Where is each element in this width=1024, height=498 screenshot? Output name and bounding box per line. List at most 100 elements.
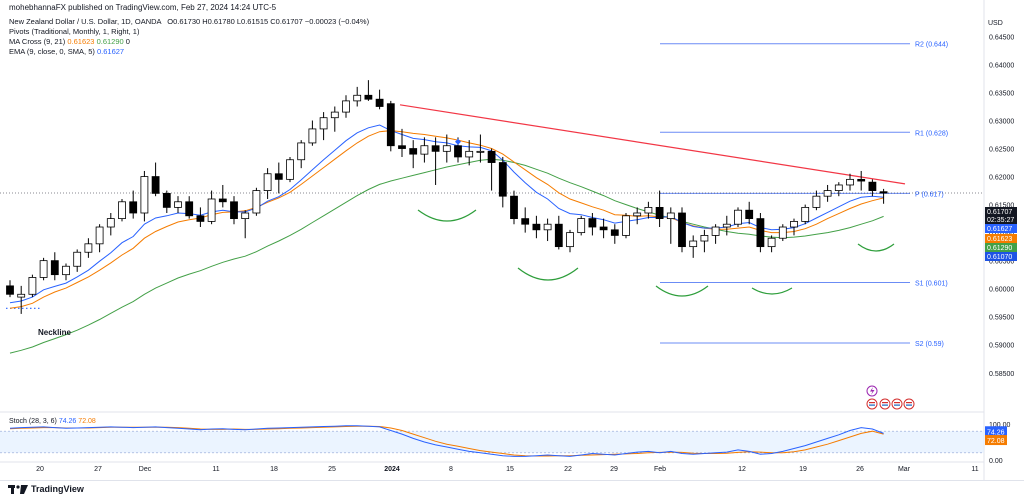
candle xyxy=(286,156,294,183)
stoch-k-value: 74.26 xyxy=(58,418,77,425)
candle-body xyxy=(610,229,619,236)
pattern-arc xyxy=(655,285,709,297)
x-tick-label: 27 xyxy=(94,466,102,473)
candle-body xyxy=(151,176,160,194)
x-tick-label: Feb xyxy=(654,466,666,473)
y-tick-label: 0.60500 xyxy=(989,259,1014,266)
pivot-label: S2 (0.59) xyxy=(915,341,944,348)
candle xyxy=(622,213,630,239)
neckline-label: Neckline xyxy=(38,328,71,337)
tradingview-logo-icon xyxy=(8,485,28,494)
y-tick-label: 0.60000 xyxy=(989,287,1014,294)
pattern-arc xyxy=(857,243,895,252)
candle-body xyxy=(644,206,653,214)
candle xyxy=(6,280,14,298)
candle xyxy=(353,86,362,107)
candle-body xyxy=(386,103,395,147)
y-tick-label: 0.64500 xyxy=(989,34,1014,41)
candle xyxy=(834,182,843,197)
candle-body xyxy=(364,94,373,100)
candle xyxy=(465,140,474,166)
candle xyxy=(39,257,48,281)
pivot-label: R1 (0.628) xyxy=(915,130,948,137)
candle xyxy=(476,134,485,163)
chart-legend: New Zealand Dollar / U.S. Dollar, 1D, OA… xyxy=(9,17,369,57)
candle xyxy=(140,170,149,222)
candle-body xyxy=(498,162,507,197)
candle xyxy=(655,190,664,228)
candle-body xyxy=(442,145,451,152)
x-tick-label: 12 xyxy=(738,466,746,473)
candle xyxy=(566,229,574,253)
candle-body xyxy=(633,212,642,217)
candle xyxy=(84,238,93,258)
stoch-value-badge-text: 74.26 xyxy=(987,429,1005,436)
candle xyxy=(823,184,832,202)
candle-body xyxy=(62,265,70,276)
x-tick-label: 20 xyxy=(36,466,44,473)
candle-body xyxy=(689,240,698,248)
candle-body xyxy=(28,277,37,295)
y-tick-label: 0.63000 xyxy=(989,119,1014,126)
y-tick-label: 0.62500 xyxy=(989,147,1014,154)
publish-info: mohebhannaFX published on TradingView.co… xyxy=(9,3,277,12)
candle xyxy=(252,187,261,216)
x-tick-label: Mar xyxy=(898,466,911,473)
candle xyxy=(543,218,552,242)
x-tick-label: 18 xyxy=(270,466,278,473)
candle-body xyxy=(308,128,317,144)
us-flag-stripe-icon xyxy=(906,404,912,406)
price-badge-text: 0.61290 xyxy=(987,245,1012,252)
candle xyxy=(129,190,138,219)
candle-body xyxy=(353,94,362,102)
candle xyxy=(678,207,686,253)
price-badge-text: 0.61070 xyxy=(987,254,1012,261)
candle xyxy=(386,100,395,152)
stoch-k-line xyxy=(9,425,884,457)
candle-body xyxy=(230,201,238,220)
pivot-label: S1 (0.601) xyxy=(915,281,948,288)
us-flag-stripe-icon xyxy=(869,402,875,404)
x-tick-label: 11 xyxy=(971,466,978,473)
candle xyxy=(17,285,26,314)
candle-body xyxy=(196,215,205,222)
candle xyxy=(50,252,59,281)
candle xyxy=(521,207,530,233)
price-badge xyxy=(985,234,1017,243)
candle xyxy=(73,249,82,272)
candle xyxy=(711,224,720,244)
candle-body xyxy=(846,178,854,186)
candle-body xyxy=(790,221,798,228)
candle xyxy=(420,137,429,163)
candle-body xyxy=(39,260,48,278)
candle-body xyxy=(767,237,776,248)
lightning-bolt-icon xyxy=(870,387,875,395)
candle-body xyxy=(599,226,608,231)
candle xyxy=(532,215,541,239)
us-flag-stripe-icon xyxy=(906,402,912,404)
ma-cross-extra-value: 0 xyxy=(125,37,130,46)
candle xyxy=(185,196,194,219)
candle-body xyxy=(655,206,664,220)
candle-body xyxy=(398,145,406,149)
candle xyxy=(487,148,496,191)
x-tick-label: 26 xyxy=(856,466,864,473)
candle xyxy=(588,213,597,236)
candle xyxy=(689,235,698,258)
candle xyxy=(398,128,406,157)
stoch-d-value: 72.08 xyxy=(78,418,96,425)
candle xyxy=(644,201,653,219)
candle xyxy=(767,235,776,253)
candle xyxy=(62,263,70,281)
x-tick-label: 19 xyxy=(799,466,807,473)
candle-body xyxy=(420,145,429,155)
us-flag-icon xyxy=(866,398,878,410)
candle-body xyxy=(319,117,328,130)
ma-slow-line xyxy=(9,158,884,354)
candle xyxy=(409,140,418,169)
candle xyxy=(554,215,563,250)
stoch-title: Stoch (28, 3, 6) xyxy=(9,418,57,425)
candle-body xyxy=(431,145,440,152)
candle xyxy=(846,173,854,191)
